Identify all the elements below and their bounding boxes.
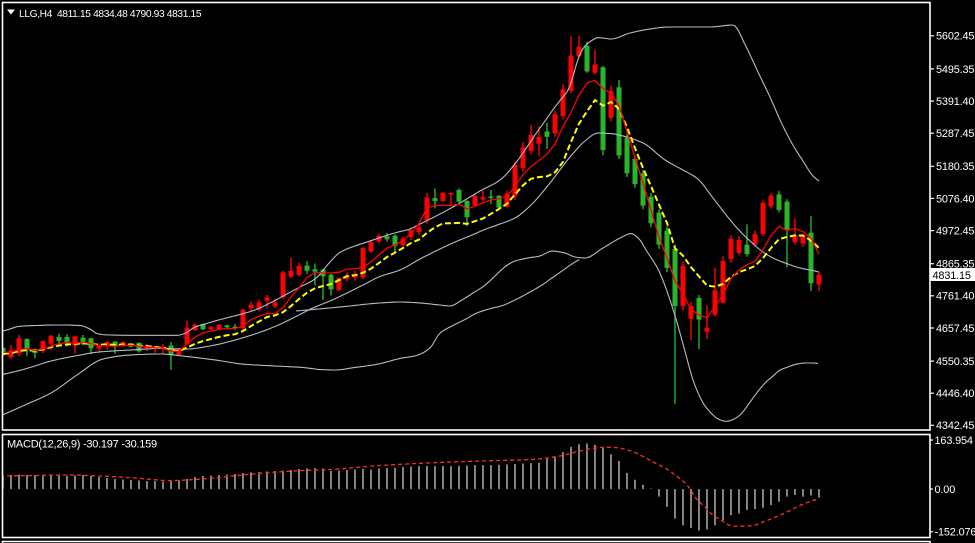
svg-text:5495.35: 5495.35	[936, 64, 974, 76]
svg-text:5287.45: 5287.45	[936, 128, 974, 140]
svg-text:163.954: 163.954	[935, 435, 973, 447]
svg-text:4342.45: 4342.45	[936, 420, 974, 432]
svg-text:5391.40: 5391.40	[936, 96, 974, 108]
svg-text:4972.45: 4972.45	[936, 226, 974, 238]
svg-text:4657.45: 4657.45	[936, 323, 974, 335]
svg-text:LLG,H4 4811.15 4834.48 4790.9: LLG,H4 4811.15 4834.48 4790.93 4831.15	[19, 9, 202, 20]
svg-text:0.00: 0.00	[935, 484, 956, 496]
svg-text:4550.35: 4550.35	[936, 356, 974, 368]
svg-text:4446.40: 4446.40	[936, 388, 974, 400]
svg-text:4865.35: 4865.35	[936, 259, 974, 271]
svg-text:5180.35: 5180.35	[936, 161, 974, 173]
svg-text:MACD(12,26,9) -30.197 -30.159: MACD(12,26,9) -30.197 -30.159	[7, 439, 157, 451]
svg-text:5076.40: 5076.40	[936, 193, 974, 205]
svg-text:5602.45: 5602.45	[936, 31, 974, 43]
svg-text:4831.15: 4831.15	[933, 270, 971, 282]
svg-text:-152.076: -152.076	[935, 527, 975, 539]
svg-text:4761.40: 4761.40	[936, 291, 974, 303]
